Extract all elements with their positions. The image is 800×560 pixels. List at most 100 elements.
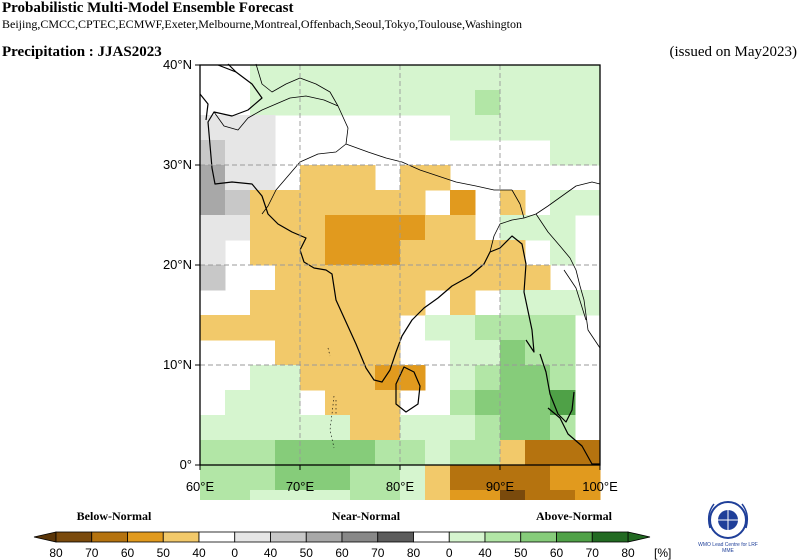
grid-cell (200, 240, 226, 266)
grid-cell (350, 490, 376, 500)
grid-cell (275, 190, 301, 216)
grid-cell (300, 465, 326, 491)
grid-cell (425, 465, 451, 491)
grid-cell (325, 365, 351, 391)
issued-date: (issued on May2023) (669, 44, 798, 60)
grid-cell (500, 315, 526, 341)
grid-cell (275, 315, 301, 341)
legend-label: 60 (335, 546, 349, 560)
grid-cell (350, 165, 376, 191)
grid-cell (250, 290, 276, 316)
legend-swatch (413, 531, 450, 543)
grid-cell (450, 390, 476, 416)
grid-cell (400, 165, 426, 191)
grid-cell (325, 65, 351, 91)
grid-cell (400, 215, 426, 241)
grid-cell (500, 490, 526, 500)
grid-cell (550, 365, 576, 391)
grid-cell (450, 415, 476, 441)
grid-cell (250, 115, 276, 141)
grid-cell (550, 340, 576, 366)
grid-cell (525, 315, 551, 341)
legend-label: 70 (85, 546, 99, 560)
lat-tick-label: 10°N (163, 357, 192, 372)
grid-cell (325, 465, 351, 491)
grid-cell (575, 465, 601, 491)
legend-swatch (91, 531, 128, 543)
grid-cell (575, 90, 601, 116)
grid-cell (375, 215, 401, 241)
legend-label: 40 (478, 546, 492, 560)
grid-cell (300, 215, 326, 241)
above-normal-label: Above-Normal (536, 509, 612, 523)
grid-cell (450, 315, 476, 341)
legend-label: 50 (514, 546, 528, 560)
legend-swatch (55, 531, 93, 543)
grid-cell (475, 465, 501, 491)
grid-cell (225, 215, 251, 241)
grid-cell (425, 315, 451, 341)
legend-label: 0 (231, 546, 238, 560)
legend-swatch (484, 531, 522, 543)
grid-cell (225, 440, 251, 466)
myanmar-coast (539, 353, 575, 423)
legend-label: 40 (192, 546, 206, 560)
legend-label: 40 (264, 546, 278, 560)
grid-cell (375, 340, 401, 366)
grid-cell (225, 390, 251, 416)
grid-cell (350, 365, 376, 391)
grid-cell (500, 265, 526, 291)
grid-cell (350, 215, 376, 241)
lakes-caspian (199, 63, 237, 121)
legend-label: 60 (550, 546, 564, 560)
grid-cell (500, 415, 526, 441)
grid-cell (300, 490, 326, 500)
grid-cell (500, 365, 526, 391)
grid-cell (475, 365, 501, 391)
grid-cell (275, 340, 301, 366)
grid-cell (475, 415, 501, 441)
grid-cell (450, 215, 476, 241)
lon-tick-label: 80°E (386, 479, 415, 494)
legend-label: 80 (49, 546, 63, 560)
grid-cell (250, 365, 276, 391)
grid-cell (300, 315, 326, 341)
grid-cell (250, 240, 276, 266)
grid-cell (475, 440, 501, 466)
grid-cell (275, 265, 301, 291)
legend-swatch (127, 531, 164, 543)
grid-cell (400, 240, 426, 266)
grid-cell (225, 490, 251, 500)
grid-cell (475, 315, 501, 341)
indian-subcontinent-coast (207, 64, 535, 383)
grid-cell (500, 390, 526, 416)
grid-cell (450, 365, 476, 391)
legend-labels: 80 70 60 50 40 0 40 50 60 70 80 0 40 50 60 70 80 [%] (49, 546, 671, 560)
grid-cell (325, 215, 351, 241)
grid-cell (200, 215, 226, 241)
logo-caption: WMO Lead Centre for LRF MME (698, 542, 758, 554)
grid-cell (325, 90, 351, 116)
grid-cell (250, 490, 276, 500)
grid-cell (375, 190, 401, 216)
grid-cell (500, 65, 526, 91)
legend-label: 80 (407, 546, 421, 560)
grid-cell (300, 290, 326, 316)
grid-cell (350, 390, 376, 416)
wmo-logo-icon (707, 501, 749, 539)
grid-cell (325, 190, 351, 216)
legend-label: 70 (371, 546, 385, 560)
grid-cell (325, 340, 351, 366)
grid-cell (275, 365, 301, 391)
grid-cell (525, 415, 551, 441)
grid-cell (225, 315, 251, 341)
grid-cell (250, 315, 276, 341)
grid-cell (325, 240, 351, 266)
legend-label: 60 (121, 546, 135, 560)
grid-cell (225, 415, 251, 441)
grid-cell (325, 440, 351, 466)
grid-cell (250, 140, 276, 166)
grid-cell (350, 265, 376, 291)
grid-cell (275, 490, 301, 500)
axis-ticks: 60°E 70°E 80°E 90°E 100°E 0° 10°N 20°N 30°N 40°N (163, 57, 618, 494)
